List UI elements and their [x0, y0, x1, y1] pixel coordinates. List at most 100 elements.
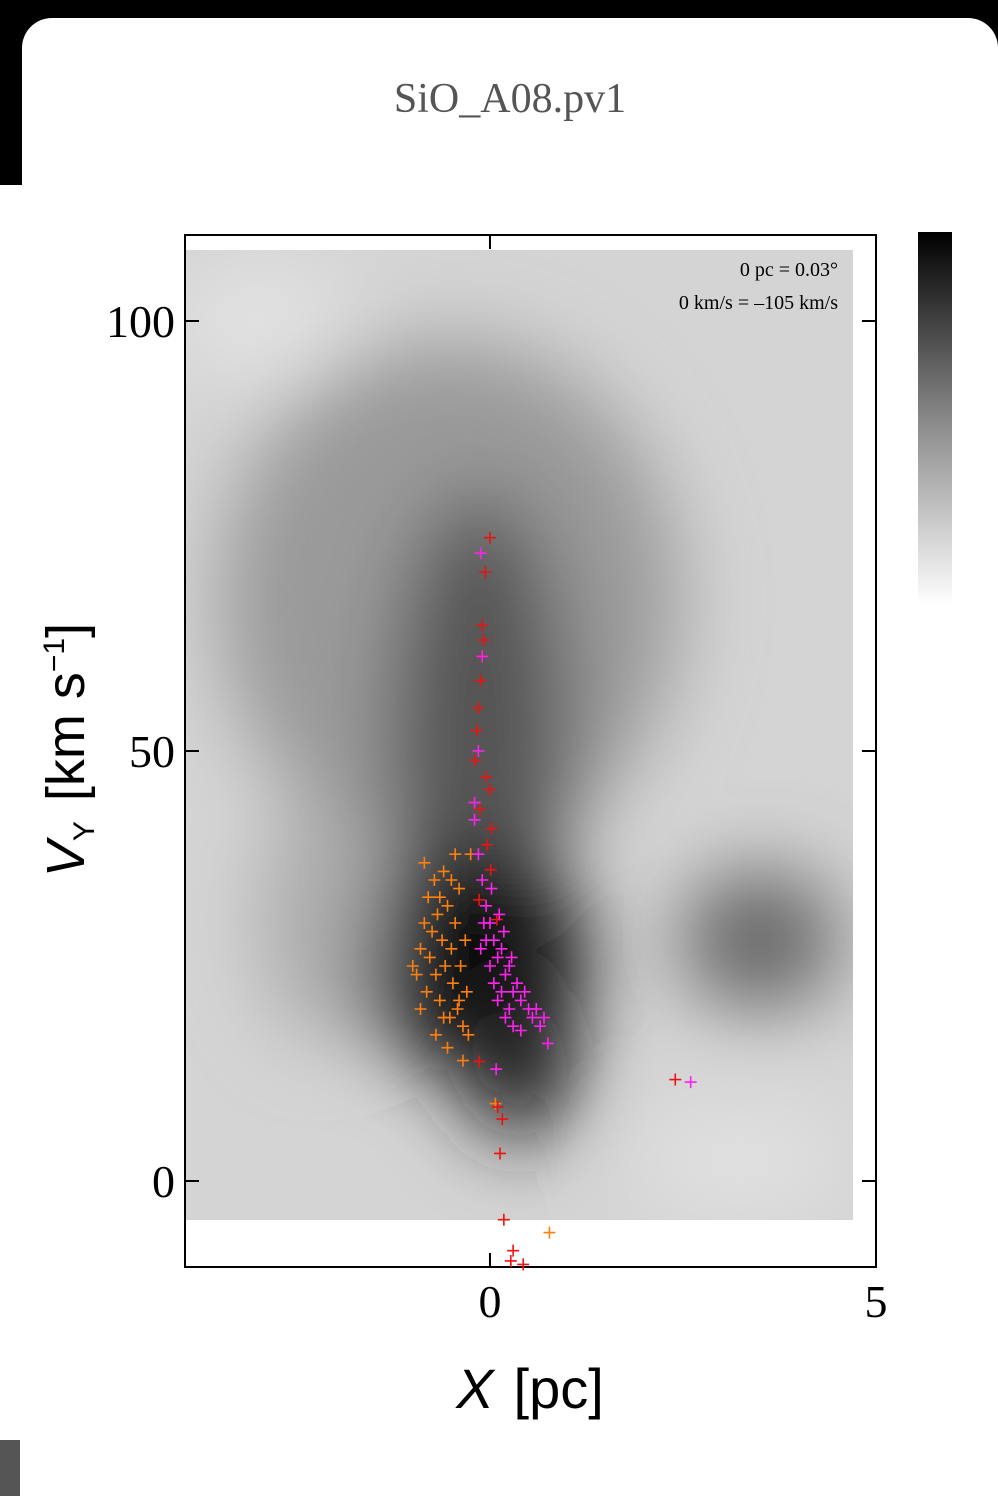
x-tick-label: 0: [478, 1276, 501, 1327]
point: [437, 865, 450, 878]
point: [451, 1003, 464, 1015]
point: [406, 960, 419, 972]
point: [410, 968, 423, 981]
point: [422, 891, 435, 904]
point: [476, 874, 489, 886]
point: [474, 942, 487, 955]
point: [476, 650, 489, 663]
y-label-subscript: Y: [68, 821, 101, 841]
x-label-unit: [pc]: [514, 1357, 604, 1420]
point: [496, 1113, 509, 1126]
point: [454, 960, 467, 972]
point: [507, 1244, 520, 1257]
point: [453, 882, 466, 895]
title-panel: [22, 18, 998, 218]
point: [414, 942, 427, 955]
y-label-unit: [km s: [36, 672, 96, 801]
point: [517, 1258, 530, 1271]
point: [669, 1073, 682, 1086]
point: [479, 566, 492, 579]
point: [459, 934, 472, 947]
x-label-symbol: X: [454, 1357, 496, 1420]
point: [472, 745, 485, 757]
point: [487, 977, 500, 990]
point: [507, 1020, 520, 1033]
point: [480, 770, 493, 783]
point: [456, 1020, 469, 1033]
point: [491, 1101, 504, 1114]
point: [495, 942, 508, 955]
point: [437, 1011, 450, 1024]
y-tick-label: 0: [152, 1156, 175, 1207]
point: [490, 1063, 503, 1076]
point: [431, 908, 444, 921]
point: [449, 917, 462, 929]
point: [426, 925, 439, 938]
point: [468, 813, 481, 826]
intensity-map: [185, 250, 853, 1220]
point: [480, 899, 493, 912]
point: [473, 893, 486, 906]
point: [483, 960, 496, 972]
point: [497, 925, 510, 938]
point: [472, 848, 485, 861]
point: [514, 994, 527, 1007]
colorbar: [918, 232, 952, 605]
point: [483, 531, 496, 544]
point: [534, 1020, 547, 1033]
point: [491, 994, 504, 1007]
point: [504, 1254, 517, 1267]
point: [439, 960, 452, 972]
point: [495, 985, 508, 998]
point: [499, 1011, 512, 1024]
point: [484, 863, 497, 876]
point: [468, 796, 481, 809]
point: [541, 1037, 554, 1050]
point: [473, 1055, 486, 1068]
point: [491, 951, 504, 964]
point: [514, 1024, 527, 1037]
x-axis-label: X [pc]: [454, 1357, 604, 1420]
point: [441, 899, 454, 912]
point: [477, 917, 490, 929]
x-tick-label: 5: [865, 1276, 888, 1327]
point: [423, 951, 436, 964]
point: [472, 702, 485, 714]
point: [462, 1028, 475, 1041]
point: [441, 1041, 454, 1054]
footer: [0, 1440, 998, 1496]
point: [684, 1076, 697, 1089]
point: [418, 856, 431, 869]
corner: [0, 1440, 20, 1496]
point: [449, 848, 462, 861]
point: [476, 619, 489, 632]
point: [436, 934, 449, 947]
point: [477, 634, 490, 647]
point: [507, 985, 520, 998]
point: [483, 783, 496, 796]
point: [445, 942, 458, 955]
point: [526, 1011, 539, 1024]
point: [518, 985, 531, 998]
point: [418, 917, 431, 929]
point: [490, 913, 503, 926]
annotation: 0 km/s = –105 km/s: [679, 292, 838, 314]
point: [473, 803, 486, 816]
point: [503, 960, 516, 972]
point: [433, 891, 446, 904]
point: [497, 1213, 510, 1226]
y-label-close: ]: [36, 623, 96, 638]
point: [460, 985, 473, 998]
point: [485, 822, 498, 835]
annotation: 0 pc = 0.03°: [740, 259, 838, 281]
point: [456, 1054, 469, 1067]
point: [414, 1003, 427, 1015]
point: [543, 1226, 556, 1239]
y-tick-label: 100: [106, 296, 175, 347]
point: [538, 1011, 551, 1024]
point: [530, 1003, 543, 1015]
point: [428, 874, 441, 886]
point: [469, 754, 482, 767]
